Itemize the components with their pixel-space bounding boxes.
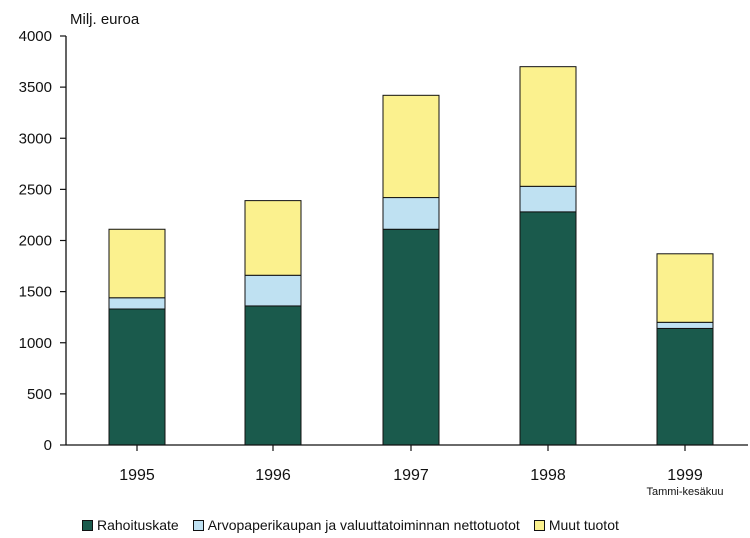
y-tick-label: 3500 [19,79,52,96]
bar-segment-arvopaperikaupan-1996 [244,274,302,307]
x-tick-label-1996: 1996 [255,467,291,484]
legend: Rahoituskate Arvopaperikaupan ja valuutt… [82,515,619,535]
y-axis-unit-label: Milj. euroa [70,11,140,28]
bars-group [108,66,714,446]
legend-item-arvopaperikaupan: Arvopaperikaupan ja valuuttatoiminnan ne… [192,517,520,533]
legend-swatch-arvopaperikaupan [192,519,204,531]
y-tick-label: 4000 [19,28,52,45]
bar-segment-arvopaperikaupan-1997 [382,197,440,230]
bar-segment-rahoituskate-1999 [656,327,714,446]
y-tick-label: 2000 [19,233,52,250]
legend-label-muut-tuotot: Muut tuotot [548,517,619,533]
bar-segment-rahoituskate-1995 [108,308,166,446]
x-tick-sublabel: Tammi-kesäkuu [646,486,723,498]
y-tick-label: 0 [44,437,52,454]
legend-swatch-muut-tuotot [533,519,545,531]
legend-label-arvopaperikaupan: Arvopaperikaupan ja valuuttatoiminnan ne… [207,517,520,533]
x-tick-label-1995: 1995 [119,467,155,484]
bar-segment-arvopaperikaupan-1999 [656,321,714,329]
legend-item-rahoituskate: Rahoituskate [82,517,179,533]
bar-segment-arvopaperikaupan-1995 [108,297,166,310]
y-tick-label: 1000 [19,335,52,352]
bar-segment-rahoituskate-1998 [519,211,577,446]
y-axis-ticks: 0 500 1000 1500 2000 2500 3000 3500 4000 [19,28,66,454]
bar-segment-muut-tuotot-1998 [519,66,577,187]
x-axis-labels: 1995 1996 1997 1998 1999 Tammi-kesäkuu [119,445,724,498]
bar-segment-muut-tuotot-1996 [244,200,302,276]
bar-segment-rahoituskate-1996 [244,305,302,446]
bar-segment-arvopaperikaupan-1998 [519,185,577,213]
legend-swatch-rahoituskate [82,519,93,531]
bar-segment-muut-tuotot-1995 [108,228,166,299]
y-tick-label: 500 [27,386,52,403]
x-tick-label-1997: 1997 [393,467,429,484]
y-tick-label: 2500 [19,181,52,198]
y-tick-label: 1500 [19,284,52,301]
bar-segment-muut-tuotot-1999 [656,253,714,323]
x-tick-label-1999: 1999 [667,467,703,484]
legend-item-muut-tuotot: Muut tuotot [533,517,619,533]
legend-label-rahoituskate: Rahoituskate [97,517,179,533]
bar-segment-muut-tuotot-1997 [382,94,440,199]
x-tick-label-1998: 1998 [530,467,566,484]
y-tick-label: 3000 [19,130,52,147]
bar-segment-rahoituskate-1997 [382,228,440,446]
